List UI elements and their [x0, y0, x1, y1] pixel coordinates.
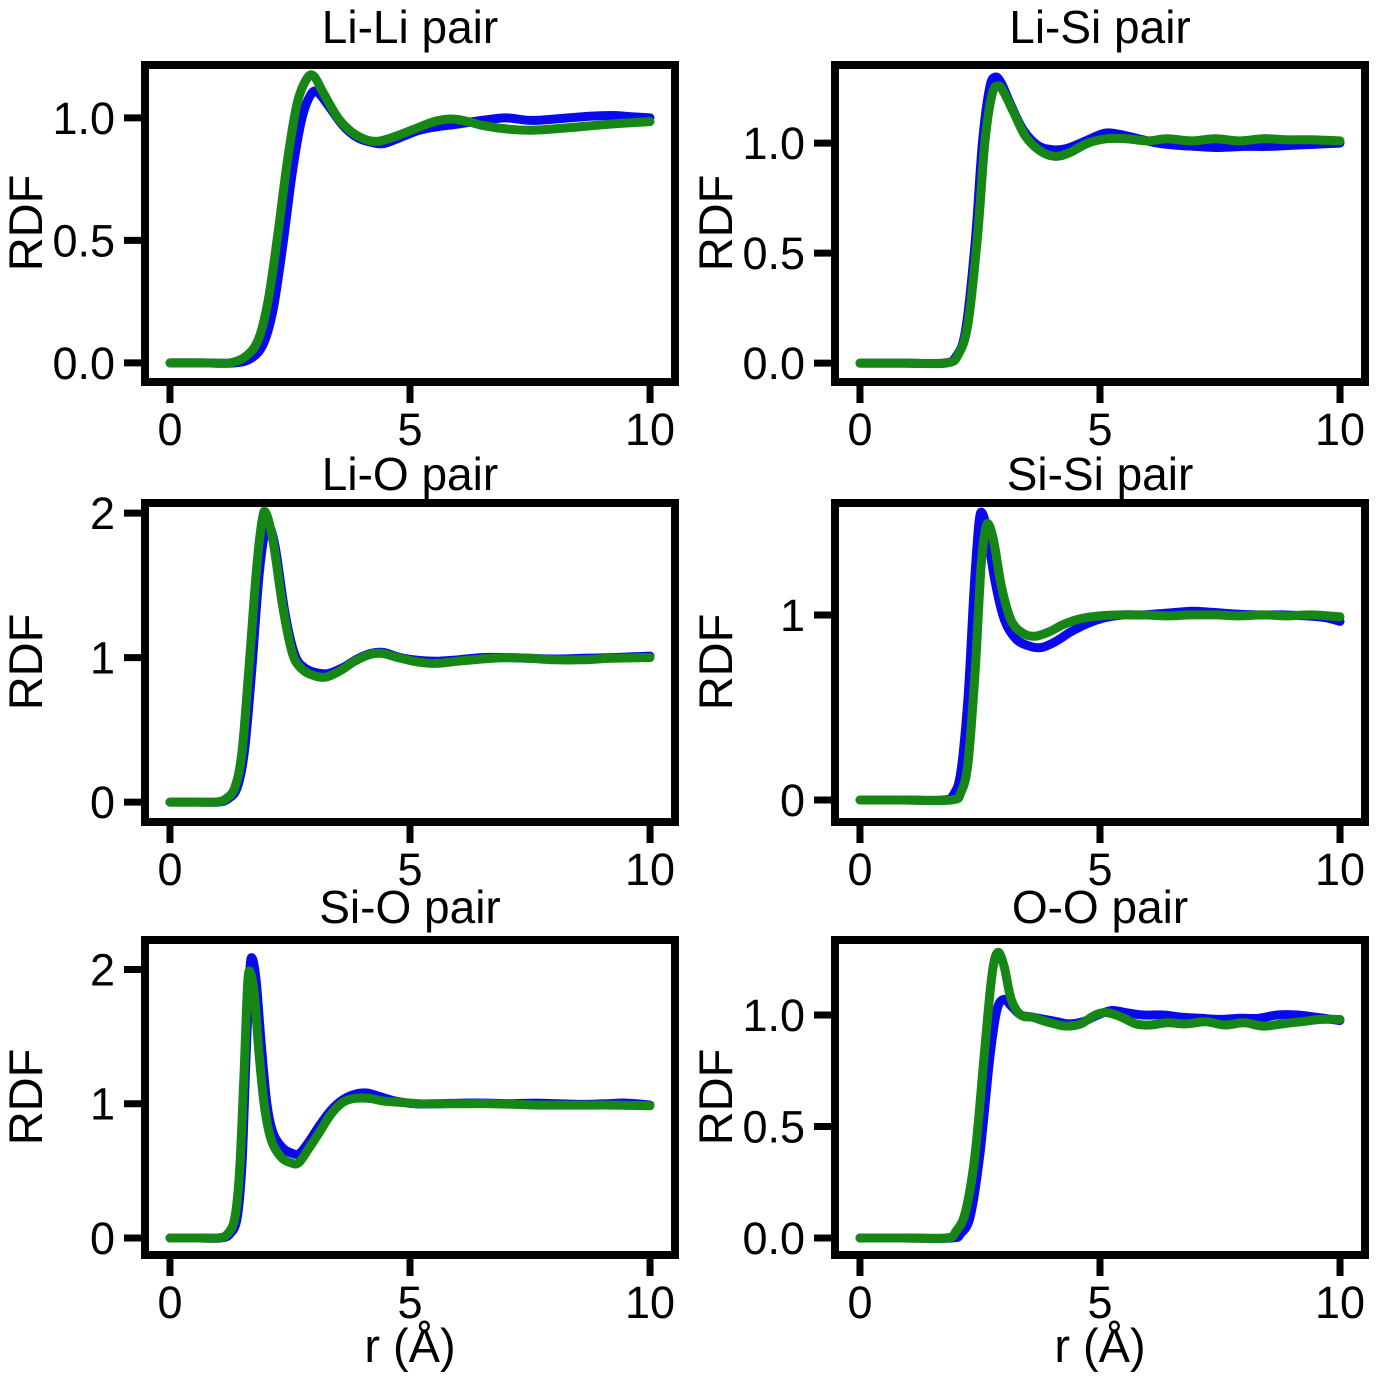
curves-group — [165, 70, 655, 368]
y-tick-label: 0.5 — [52, 215, 115, 266]
y-tick-label: 2 — [90, 488, 115, 539]
plot-title: Si-O pair — [319, 881, 500, 933]
plot-title: Si-Si pair — [1007, 448, 1194, 500]
li-si-plot-canvas: 0 5 10 0.0 0.5 1.0 Li-Si pair RDF — [689, 1, 1369, 455]
x-tick-label: 5 — [397, 404, 422, 455]
x-tick-label: 5 — [1087, 404, 1112, 455]
x-tick-label: 10 — [1315, 844, 1365, 895]
li-o-plot-canvas: 0 5 10 0 1 2 Li-O pair RDF — [0, 448, 679, 895]
x-tick-label: 5 — [1087, 1277, 1112, 1328]
curve-green-curve — [165, 70, 655, 368]
x-axis-label: r (Å) — [1054, 1319, 1145, 1372]
x-tick-label: 5 — [397, 844, 422, 895]
x-tick-label: 10 — [1315, 1277, 1365, 1328]
y-axis-label: RDF — [689, 175, 742, 272]
y-axis-label: RDF — [0, 175, 52, 272]
y-tick-label: 0 — [90, 1213, 115, 1264]
plot-title: Li-Si pair — [1009, 1, 1191, 53]
subplot-si-si-pair: 0 5 10 0 1 Si-Si pair RDF — [689, 448, 1381, 920]
x-tick-label: 5 — [397, 1277, 422, 1328]
plot-frame — [141, 499, 679, 826]
curves-group — [165, 506, 655, 807]
axes-area: 0 5 10 0.0 0.5 1.0 — [52, 61, 679, 455]
subplot-li-si-pair: 0 5 10 0.0 0.5 1.0 Li-Si pair RDF — [689, 0, 1381, 460]
subplot-o-o-pair: 0 5 10 0.0 0.5 1.0 O-O pair RDF r (Å) — [689, 881, 1381, 1393]
y-tick-label: 1.0 — [52, 93, 115, 144]
y-tick-label: 1 — [90, 1079, 115, 1130]
y-axis-label: RDF — [689, 614, 742, 711]
curves-group — [855, 72, 1345, 369]
si-o-plot-canvas: 0 5 10 0 1 2 Si-O pair RDF r (Å) — [0, 881, 679, 1372]
x-tick-label: 0 — [847, 1277, 872, 1328]
x-tick-label: 10 — [625, 1277, 675, 1328]
curve-blue-curve — [855, 994, 1345, 1243]
curves-group — [855, 507, 1345, 806]
curve-blue-curve — [855, 507, 1345, 805]
axes-area: 0 5 10 0.0 0.5 1.0 — [742, 936, 1369, 1328]
x-axis-label: r (Å) — [364, 1319, 455, 1372]
curve-green-curve — [855, 81, 1345, 369]
y-tick-label: 1.0 — [742, 990, 805, 1041]
x-tick-label: 0 — [847, 404, 872, 455]
plot-frame — [831, 61, 1369, 386]
y-axis-label: RDF — [689, 1049, 742, 1146]
subplot-li-li-pair: 0 5 10 0.0 0.5 1.0 Li-Li pair RDF — [0, 0, 690, 460]
curve-green-curve — [165, 506, 655, 807]
plot-frame — [831, 499, 1369, 826]
y-tick-label: 0.0 — [742, 1213, 805, 1264]
x-tick-label: 0 — [847, 844, 872, 895]
plot-frame — [141, 936, 679, 1259]
y-tick-label: 0 — [780, 775, 805, 826]
x-tick-label: 10 — [625, 404, 675, 455]
axes-area: 0 5 10 0 1 2 — [90, 936, 679, 1328]
y-axis-label: RDF — [0, 1049, 52, 1146]
curve-green-curve — [165, 966, 655, 1243]
plot-title: Li-Li pair — [322, 1, 498, 53]
li-li-plot-canvas: 0 5 10 0.0 0.5 1.0 Li-Li pair RDF — [0, 1, 679, 455]
curve-blue-curve — [855, 72, 1345, 369]
curve-green-curve — [855, 947, 1345, 1244]
y-tick-label: 2 — [90, 945, 115, 996]
o-o-plot-canvas: 0 5 10 0.0 0.5 1.0 O-O pair RDF r (Å) — [689, 881, 1369, 1372]
si-si-plot-canvas: 0 5 10 0 1 Si-Si pair RDF — [689, 448, 1369, 895]
curve-green-curve — [855, 518, 1345, 806]
axes-area: 0 5 10 0.0 0.5 1.0 — [742, 61, 1369, 455]
y-tick-label: 1 — [780, 590, 805, 641]
subplot-si-o-pair: 0 5 10 0 1 2 Si-O pair RDF r (Å) — [0, 881, 690, 1393]
subplot-li-o-pair: 0 5 10 0 1 2 Li-O pair RDF — [0, 448, 690, 920]
x-tick-label: 5 — [1087, 844, 1112, 895]
plot-frame — [141, 61, 679, 386]
x-tick-label: 0 — [157, 404, 182, 455]
axes-area: 0 5 10 0 1 — [780, 499, 1369, 895]
y-tick-label: 0.0 — [52, 338, 115, 389]
y-tick-label: 0.5 — [742, 1102, 805, 1153]
y-axis-label: RDF — [0, 614, 52, 711]
plot-title: Li-O pair — [322, 448, 498, 500]
y-tick-label: 0 — [90, 777, 115, 828]
x-tick-label: 10 — [1315, 404, 1365, 455]
y-tick-label: 1 — [90, 633, 115, 684]
plot-frame — [831, 936, 1369, 1259]
y-tick-label: 1.0 — [742, 118, 805, 169]
curves-group — [165, 953, 655, 1243]
x-tick-label: 0 — [157, 1277, 182, 1328]
x-tick-label: 10 — [625, 844, 675, 895]
y-tick-label: 0.5 — [742, 228, 805, 279]
curves-group — [855, 947, 1345, 1244]
plot-title: O-O pair — [1012, 881, 1188, 933]
y-tick-label: 0.0 — [742, 338, 805, 389]
axes-area: 0 5 10 0 1 2 — [90, 488, 679, 895]
x-tick-label: 0 — [157, 844, 182, 895]
